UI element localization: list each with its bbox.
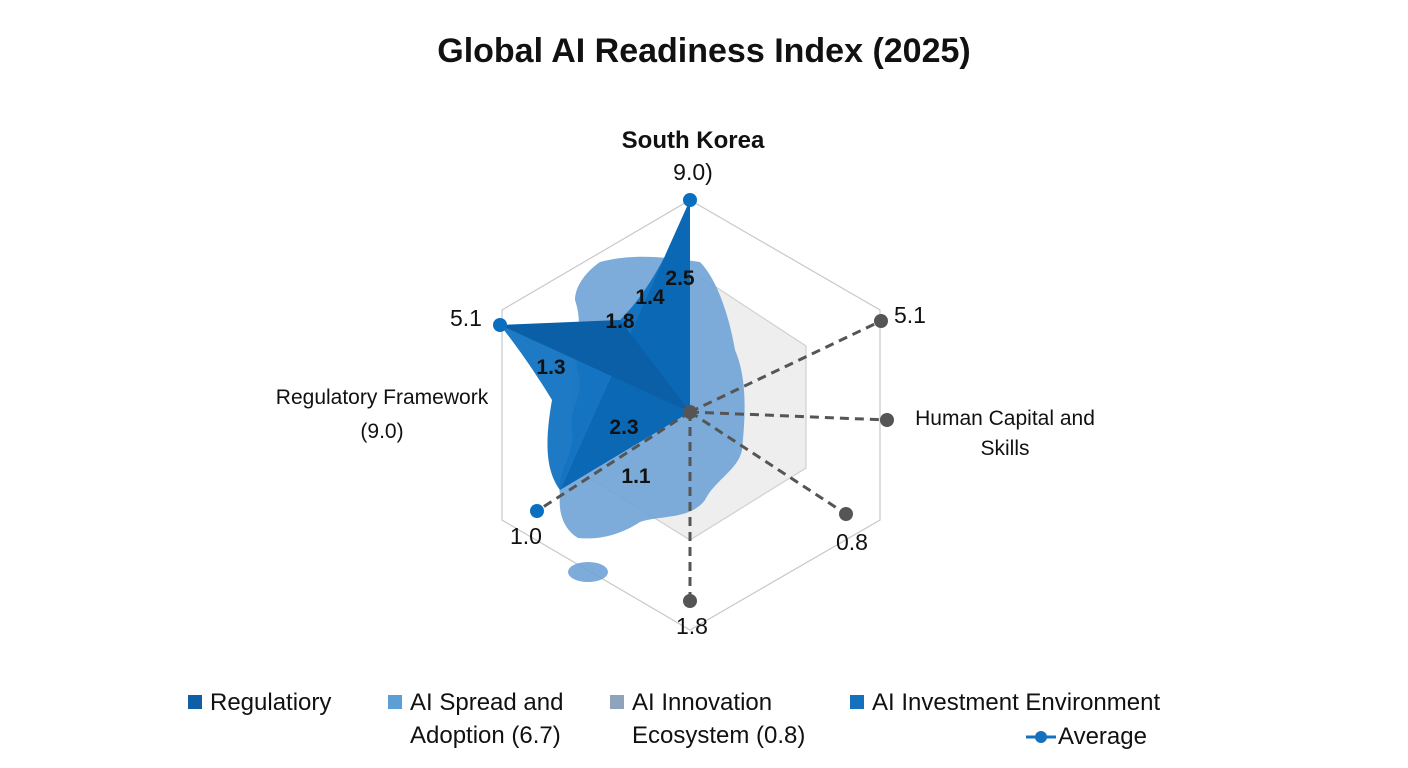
axis-value-upper-right: 5.1: [894, 302, 926, 328]
legend-label: AI Innovation: [632, 689, 773, 716]
legend-swatch: [188, 695, 202, 709]
grey-data-point[interactable]: [880, 413, 894, 427]
inner-data-label: 2.3: [609, 416, 638, 439]
blue-data-point[interactable]: [683, 193, 697, 207]
inner-data-label: 2.5: [665, 267, 695, 290]
axis-value-top: 9.0): [673, 159, 713, 185]
legend-item-innovation[interactable]: AI Innovation Ecosystem (0.8): [610, 686, 805, 752]
legend-swatch: [388, 695, 402, 709]
axis-label-top: South Korea: [622, 127, 765, 154]
blue-data-point[interactable]: [493, 318, 507, 332]
grid-outer: [501, 199, 881, 631]
series-spoke: [536, 410, 691, 513]
axis-label-left: (9.0): [360, 420, 403, 443]
legend-item-investment[interactable]: AI Investment Environment: [850, 686, 1160, 719]
legend-item-spread[interactable]: AI Spread and Adoption (6.7): [388, 686, 563, 752]
axis-value-lower-right: 0.8: [836, 529, 868, 555]
legend-label: Adoption (6.7): [410, 722, 561, 749]
blue-data-point[interactable]: [530, 504, 544, 518]
legend-item-average[interactable]: Average: [1026, 720, 1147, 753]
legend-label: AI Investment Environment: [872, 689, 1161, 716]
legend-item-regulatory[interactable]: Regulatiory: [188, 686, 331, 719]
legend-label: AI Spread and: [410, 689, 564, 716]
inner-data-label: 1.4: [635, 286, 665, 309]
line-dot-icon: [1026, 730, 1056, 743]
series-spoke: [689, 410, 888, 422]
legend-label: Ecosystem (0.8): [632, 722, 806, 749]
series-spoke: [689, 410, 847, 516]
legend-label: Regulatiory: [210, 689, 332, 716]
legend-swatch: [610, 695, 624, 709]
blue-series: [500, 200, 690, 490]
grey-data-point[interactable]: [683, 594, 697, 608]
inner-data-label: 1.1: [621, 465, 651, 488]
center-point: [683, 405, 697, 419]
axis-label-left: Regulatory Framework: [276, 386, 489, 409]
legend-label: Average: [1058, 723, 1147, 750]
series-spoke: [689, 319, 882, 414]
inner-data-label: 1.3: [536, 356, 565, 379]
legend-swatch: [850, 695, 864, 709]
axis-label-right: Human Capital and: [915, 407, 1095, 430]
inner-data-label: 1.8: [605, 310, 635, 333]
axis-value-lower-left: 1.0: [510, 523, 542, 549]
axis-value-upper-left: 5.1: [450, 305, 482, 331]
axis-value-bottom: 1.8: [676, 613, 708, 639]
grey-data-point[interactable]: [839, 507, 853, 521]
grey-data-point[interactable]: [874, 314, 888, 328]
chart-title: Global AI Readiness Index (2025): [437, 32, 971, 70]
axis-label-right: Skills: [980, 437, 1029, 460]
